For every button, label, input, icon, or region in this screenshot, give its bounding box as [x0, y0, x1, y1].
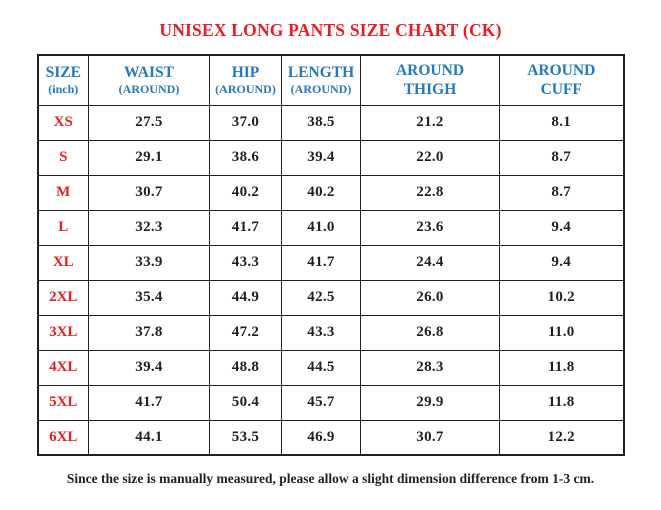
column-header-top-label: AROUND [527, 61, 596, 79]
value-cell: 30.7 [360, 419, 500, 456]
column-header-bottom-label: (AROUND) [290, 82, 352, 97]
value-cell: 27.5 [88, 104, 210, 141]
value-cell: 8.7 [499, 174, 624, 211]
value-cell: 37.8 [88, 314, 210, 351]
value-cell: 44.1 [88, 419, 210, 456]
size-cell: 2XL [37, 279, 89, 316]
column-header-bottom-label: (inch) [48, 82, 79, 97]
value-cell: 11.8 [499, 384, 624, 421]
table-row: XS 27.5 37.0 38.5 21.2 8.1 [37, 104, 624, 141]
value-cell: 39.4 [281, 139, 361, 176]
value-cell: 24.4 [360, 244, 500, 281]
size-chart-table: SIZE (inch) WAIST (AROUND) HIP (AROUND) LENGTH… [36, 54, 625, 456]
value-cell: 33.9 [88, 244, 210, 281]
size-cell: XS [37, 104, 89, 141]
table-row: 3XL 37.8 47.2 43.3 26.8 11.0 [37, 314, 624, 351]
value-cell: 40.2 [281, 174, 361, 211]
value-cell: 50.4 [209, 384, 282, 421]
value-cell: 11.8 [499, 349, 624, 386]
column-header-bottom-label: (AROUND) [118, 82, 180, 97]
table-row: 5XL 41.7 50.4 45.7 29.9 11.8 [37, 384, 624, 421]
value-cell: 48.8 [209, 349, 282, 386]
value-cell: 46.9 [281, 419, 361, 456]
size-cell: S [37, 139, 89, 176]
column-header: WAIST (AROUND) [88, 54, 210, 106]
size-cell: 4XL [37, 349, 89, 386]
value-cell: 9.4 [499, 244, 624, 281]
value-cell: 21.2 [360, 104, 500, 141]
size-cell: 6XL [37, 419, 89, 456]
size-cell: L [37, 209, 89, 246]
column-header-bottom-label: (AROUND) [215, 82, 276, 97]
column-header-top-label: HIP [231, 64, 260, 82]
value-cell: 11.0 [499, 314, 624, 351]
value-cell: 44.9 [209, 279, 282, 316]
table-row: L 32.3 41.7 41.0 23.6 9.4 [37, 209, 624, 246]
column-header: AROUND CUFF [499, 54, 624, 106]
value-cell: 23.6 [360, 209, 500, 246]
value-cell: 28.3 [360, 349, 500, 386]
table-row: 4XL 39.4 48.8 44.5 28.3 11.8 [37, 349, 624, 386]
size-cell: M [37, 174, 89, 211]
value-cell: 12.2 [499, 419, 624, 456]
value-cell: 45.7 [281, 384, 361, 421]
size-cell: 5XL [37, 384, 89, 421]
table-row: S 29.1 38.6 39.4 22.0 8.7 [37, 139, 624, 176]
value-cell: 53.5 [209, 419, 282, 456]
value-cell: 8.7 [499, 139, 624, 176]
value-cell: 43.3 [209, 244, 282, 281]
value-cell: 35.4 [88, 279, 210, 316]
value-cell: 32.3 [88, 209, 210, 246]
table-row: 6XL 44.1 53.5 46.9 30.7 12.2 [37, 419, 624, 456]
value-cell: 41.7 [88, 384, 210, 421]
value-cell: 26.8 [360, 314, 500, 351]
column-header-bottom-label: THIGH [403, 81, 457, 99]
value-cell: 37.0 [209, 104, 282, 141]
value-cell: 30.7 [88, 174, 210, 211]
size-cell: 3XL [37, 314, 89, 351]
value-cell: 26.0 [360, 279, 500, 316]
measurement-note: Since the size is manually measured, ple… [66, 471, 595, 486]
table-body: XS 27.5 37.0 38.5 21.2 8.1 S 29.1 38.6 39.4 22.0 8.… [37, 104, 624, 456]
value-cell: 8.1 [499, 104, 624, 141]
column-header: HIP (AROUND) [209, 54, 282, 106]
column-header-bottom-label: CUFF [540, 81, 582, 99]
value-cell: 38.5 [281, 104, 361, 141]
table-row: XL 33.9 43.3 41.7 24.4 9.4 [37, 244, 624, 281]
value-cell: 38.6 [209, 139, 282, 176]
page-title: UNISEX LONG PANTS SIZE CHART (CK) [159, 20, 502, 40]
value-cell: 41.0 [281, 209, 361, 246]
value-cell: 9.4 [499, 209, 624, 246]
value-cell: 47.2 [209, 314, 282, 351]
column-header-top-label: SIZE [45, 64, 81, 82]
value-cell: 39.4 [88, 349, 210, 386]
column-header-top-label: WAIST [124, 64, 174, 82]
value-cell: 22.0 [360, 139, 500, 176]
column-header: SIZE (inch) [37, 54, 89, 106]
value-cell: 40.2 [209, 174, 282, 211]
value-cell: 22.8 [360, 174, 500, 211]
value-cell: 41.7 [281, 244, 361, 281]
value-cell: 43.3 [281, 314, 361, 351]
column-header: AROUND THIGH [360, 54, 500, 106]
value-cell: 44.5 [281, 349, 361, 386]
size-cell: XL [37, 244, 89, 281]
table-row: 2XL 35.4 44.9 42.5 26.0 10.2 [37, 279, 624, 316]
value-cell: 41.7 [209, 209, 282, 246]
table-header: SIZE (inch) WAIST (AROUND) HIP (AROUND) LENGTH… [37, 54, 624, 106]
value-cell: 29.1 [88, 139, 210, 176]
table-row: M 30.7 40.2 40.2 22.8 8.7 [37, 174, 624, 211]
column-header: LENGTH (AROUND) [281, 54, 361, 106]
column-header-top-label: AROUND [395, 61, 465, 79]
value-cell: 10.2 [499, 279, 624, 316]
value-cell: 42.5 [281, 279, 361, 316]
value-cell: 29.9 [360, 384, 500, 421]
table-header-row: SIZE (inch) WAIST (AROUND) HIP (AROUND) LENGTH… [37, 54, 624, 106]
column-header-top-label: LENGTH [287, 64, 355, 82]
